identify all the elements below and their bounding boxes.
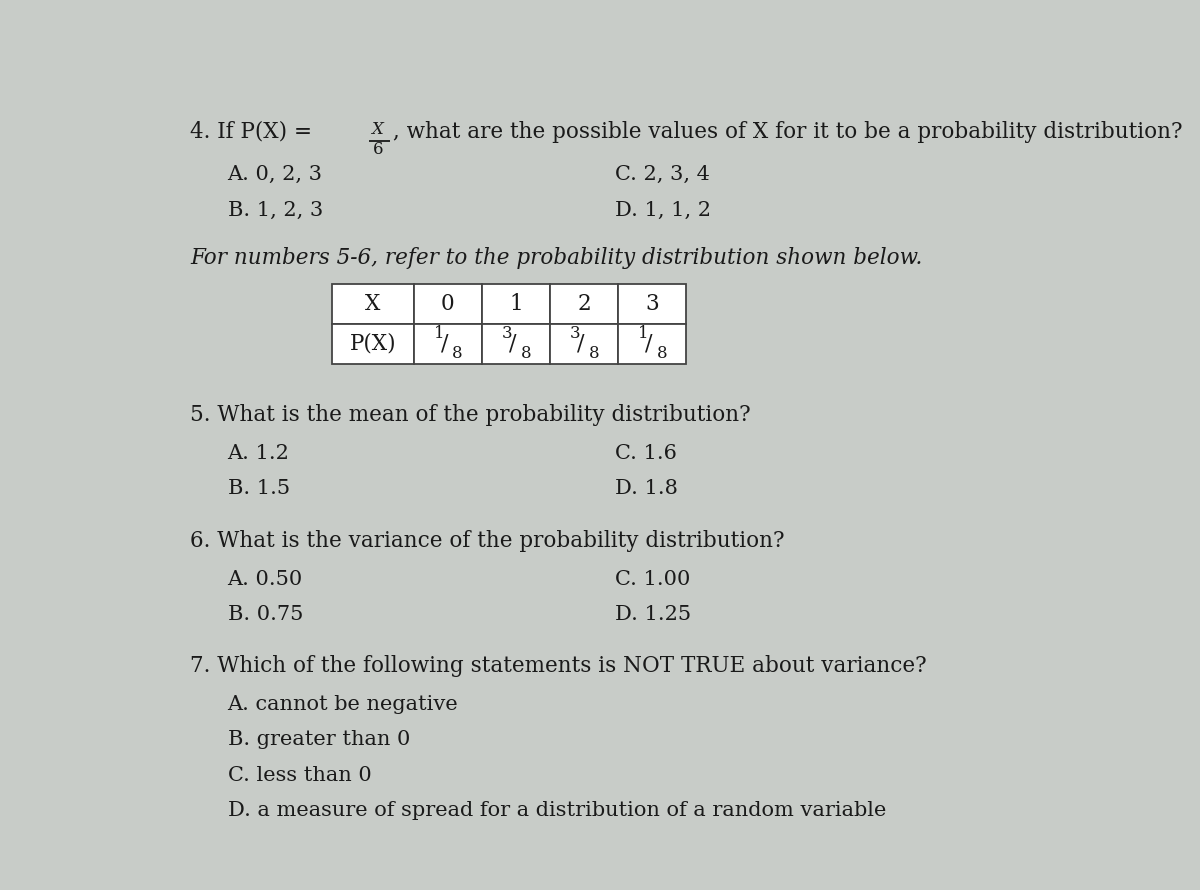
Text: C. 1.6: C. 1.6 <box>616 444 677 463</box>
Text: B. greater than 0: B. greater than 0 <box>228 731 410 749</box>
Text: C. less than 0: C. less than 0 <box>228 766 371 785</box>
Bar <box>332 324 414 364</box>
Text: 5. What is the mean of the probability distribution?: 5. What is the mean of the probability d… <box>191 404 751 426</box>
Text: 8: 8 <box>521 345 532 362</box>
Text: 4. If P(X) =: 4. If P(X) = <box>191 121 319 142</box>
Bar <box>481 284 550 324</box>
Text: 3: 3 <box>570 326 581 343</box>
Text: 0: 0 <box>440 293 455 315</box>
Text: For numbers 5-6, refer to the probability distribution shown below.: For numbers 5-6, refer to the probabilit… <box>191 247 923 269</box>
Bar <box>481 324 550 364</box>
Text: 3: 3 <box>502 326 512 343</box>
Text: /: / <box>577 332 584 354</box>
Text: D. 1.8: D. 1.8 <box>616 480 678 498</box>
Bar <box>618 284 686 324</box>
Text: D. 1, 1, 2: D. 1, 1, 2 <box>616 201 710 220</box>
Text: /: / <box>509 332 516 354</box>
Text: P(X): P(X) <box>349 333 396 355</box>
Text: A. 0, 2, 3: A. 0, 2, 3 <box>228 166 323 184</box>
Text: B. 1, 2, 3: B. 1, 2, 3 <box>228 201 323 220</box>
Bar <box>332 284 414 324</box>
Text: B. 1.5: B. 1.5 <box>228 480 289 498</box>
Text: /: / <box>440 332 449 354</box>
Bar <box>414 324 481 364</box>
Text: X: X <box>371 121 383 139</box>
Text: 2: 2 <box>577 293 590 315</box>
Bar <box>414 284 481 324</box>
Text: 7. Which of the following statements is NOT TRUE about variance?: 7. Which of the following statements is … <box>191 655 926 677</box>
Text: 8: 8 <box>452 345 463 362</box>
Text: 3: 3 <box>646 293 659 315</box>
Bar <box>618 324 686 364</box>
Text: X: X <box>365 293 380 315</box>
Text: 6: 6 <box>372 142 383 158</box>
Text: B. 0.75: B. 0.75 <box>228 605 302 624</box>
Text: D. a measure of spread for a distribution of a random variable: D. a measure of spread for a distributio… <box>228 801 886 821</box>
Text: /: / <box>646 332 653 354</box>
Text: 8: 8 <box>589 345 599 362</box>
Text: , what are the possible values of X for it to be a probability distribution?: , what are the possible values of X for … <box>394 121 1183 142</box>
Text: A. 0.50: A. 0.50 <box>228 570 302 588</box>
Bar <box>550 324 618 364</box>
Text: C. 1.00: C. 1.00 <box>616 570 690 588</box>
Bar <box>550 284 618 324</box>
Text: D. 1.25: D. 1.25 <box>616 605 691 624</box>
Text: 1: 1 <box>638 326 649 343</box>
Text: 1: 1 <box>509 293 523 315</box>
Text: A. 1.2: A. 1.2 <box>228 444 289 463</box>
Text: 8: 8 <box>656 345 667 362</box>
Text: 1: 1 <box>433 326 444 343</box>
Text: C. 2, 3, 4: C. 2, 3, 4 <box>616 166 710 184</box>
Text: 6. What is the variance of the probability distribution?: 6. What is the variance of the probabili… <box>191 530 785 552</box>
Text: A. cannot be negative: A. cannot be negative <box>228 695 458 714</box>
